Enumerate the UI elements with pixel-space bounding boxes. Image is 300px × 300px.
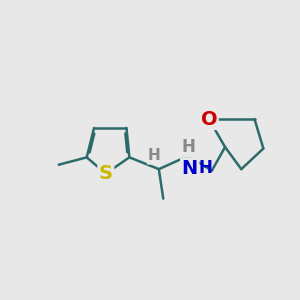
Text: S: S bbox=[99, 164, 113, 183]
Text: N: N bbox=[182, 159, 198, 178]
Text: H: H bbox=[199, 159, 212, 177]
Text: H: H bbox=[148, 148, 161, 164]
Text: O: O bbox=[201, 110, 217, 129]
Text: H: H bbox=[181, 138, 195, 156]
